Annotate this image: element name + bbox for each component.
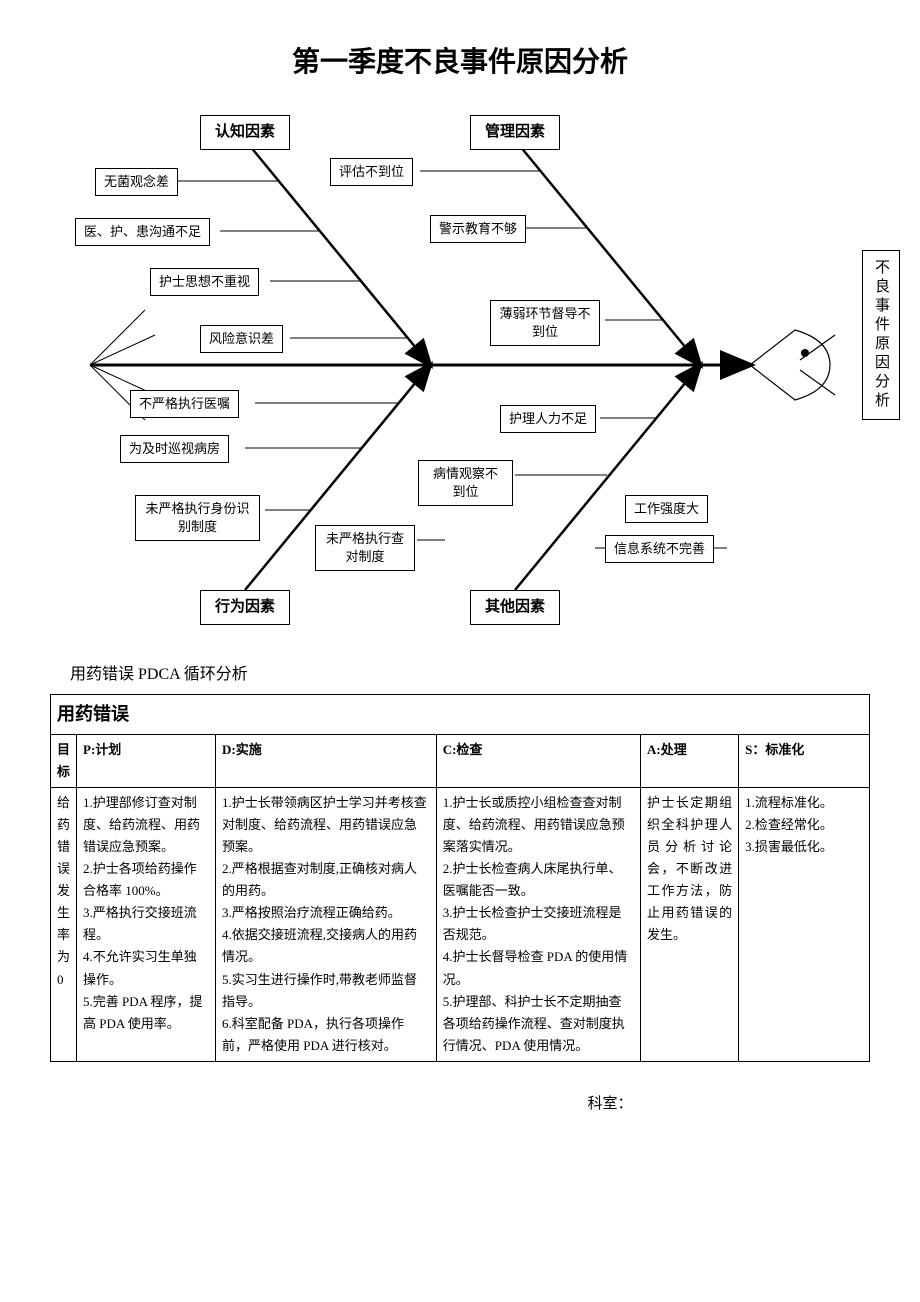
- pdca-main-title: 用药错误: [51, 695, 870, 735]
- header-goal: 目标: [51, 734, 77, 787]
- cause-tr-2: 薄弱环节督导不到位: [490, 300, 600, 346]
- header-s: S：标准化: [739, 734, 870, 787]
- cell-s: 1.流程标准化。2.检查经常化。3.损害最低化。: [739, 787, 870, 1061]
- cause-br-1: 病情观察不到位: [418, 460, 513, 506]
- cause-tl-1: 医、护、患沟通不足: [75, 218, 210, 246]
- cause-br-0: 护理人力不足: [500, 405, 596, 433]
- cause-tr-1: 警示教育不够: [430, 215, 526, 243]
- cell-c: 1.护士长或质控小组检查查对制度、给药流程、用药错误应急预案落实情况。2.护士长…: [436, 787, 640, 1061]
- cause-tl-0: 无菌观念差: [95, 168, 178, 196]
- header-p: P:计划: [77, 734, 216, 787]
- pdca-table: 用药错误 目标 P:计划 D:实施 C:检查 A:处理 S：标准化 给药错误发生…: [50, 694, 870, 1062]
- footer-dept: 科室：: [50, 1092, 870, 1113]
- cause-tl-2: 护士思想不重视: [150, 268, 259, 296]
- category-other: 其他因素: [470, 590, 560, 625]
- cause-bl-1: 为及时巡视病房: [120, 435, 229, 463]
- cause-br-2: 工作强度大: [625, 495, 708, 523]
- cell-p: 1.护理部修订查对制度、给药流程、用药错误应急预案。2.护士各项给药操作合格率 …: [77, 787, 216, 1061]
- cause-tl-3: 风险意识差: [200, 325, 283, 353]
- category-cognitive: 认知因素: [200, 115, 290, 150]
- cause-bl-2: 未严格执行身份识别制度: [135, 495, 260, 541]
- category-management: 管理因素: [470, 115, 560, 150]
- cell-d: 1.护士长带领病区护士学习并考核查对制度、给药流程、用药错误应急预案。2.严格根…: [216, 787, 437, 1061]
- header-a: A:处理: [641, 734, 739, 787]
- category-behavior: 行为因素: [200, 590, 290, 625]
- cause-br-3: 信息系统不完善: [605, 535, 714, 563]
- cause-bl-0: 不严格执行医嘱: [130, 390, 239, 418]
- cause-bl-3: 未严格执行查对制度: [315, 525, 415, 571]
- cell-goal: 给药错误发生率为0: [51, 787, 77, 1061]
- page-title: 第一季度不良事件原因分析: [50, 40, 870, 80]
- fishbone-diagram: 认知因素 管理因素行为因素 其他因素 无菌观念差医、护、患沟通不足护士思想不重视风险意…: [50, 110, 870, 630]
- header-c: C:检查: [436, 734, 640, 787]
- cell-a: 护士长定期组织全科护理人员分析讨论会，不断改进工作方法，防止用药错误的发生。: [641, 787, 739, 1061]
- cause-tr-0: 评估不到位: [330, 158, 413, 186]
- fish-head-label: 不良事件原因分析: [862, 250, 900, 420]
- header-d: D:实施: [216, 734, 437, 787]
- pdca-subtitle: 用药错误 PDCA 循环分析: [70, 660, 870, 684]
